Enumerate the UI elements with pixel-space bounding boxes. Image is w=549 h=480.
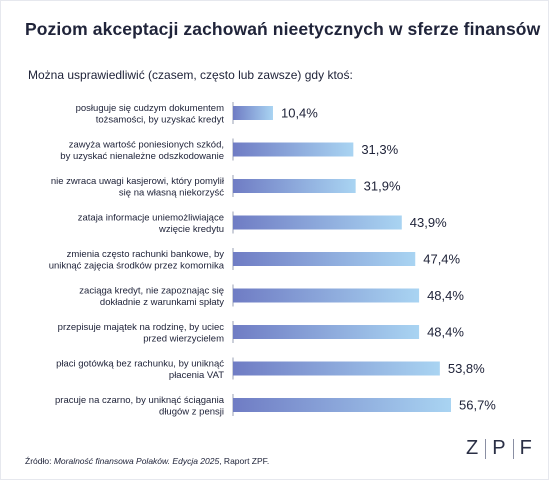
category-label: zawyża wartość poniesionych szkód, by uzy… <box>60 139 224 162</box>
bar <box>233 398 451 412</box>
value-label: 10,4% <box>281 106 318 121</box>
source-note: Źródło: Moralność finansowa Polaków. Edy… <box>25 456 269 466</box>
category-label: przepisuje majątek na rodzinę, by uciec p… <box>58 322 225 345</box>
zpf-logo: Z P F <box>466 437 533 460</box>
bar <box>233 106 273 120</box>
value-label: 48,4% <box>427 288 464 303</box>
category-label: zmienia często rachunki bankowe, by unikn… <box>49 249 225 272</box>
value-label: 48,4% <box>427 325 464 340</box>
logo-letter-z: Z <box>466 437 480 459</box>
bar <box>233 215 402 230</box>
logo-letter-p: P <box>492 437 507 459</box>
category-label: nie zwraca uwagi kasjerowi, który pomyli… <box>51 176 225 199</box>
bar <box>233 361 440 376</box>
value-label: 53,8% <box>448 361 485 376</box>
category-label: posługuje się cudzym dokumentem tożsamośc… <box>76 103 225 126</box>
value-label: 31,9% <box>364 179 401 194</box>
category-label: zaciąga kredyt, nie zapoznając się dokład… <box>79 285 224 308</box>
bar <box>233 179 356 193</box>
bar <box>233 142 354 157</box>
bars-layer: 10,4% posługuje się cudzym dokumentem tożs… <box>49 102 496 418</box>
value-label: 56,7% <box>459 398 496 413</box>
source-title: Moralność finansowa Polaków. Edycja 2025 <box>53 456 220 466</box>
source-suffix: , Raport ZPF. <box>219 456 270 466</box>
value-label: 43,9% <box>410 215 447 230</box>
source-prefix: Źródło: <box>25 456 54 466</box>
logo-separator <box>485 438 487 459</box>
chart-subtitle: Można usprawiedliwić (czasem, często lub… <box>28 68 353 82</box>
bar <box>233 252 416 266</box>
chart-title: Poziom akceptacji zachowań nieetycznych … <box>25 19 541 39</box>
category-label: płaci gotówką bez rachunku, by uniknąć pł… <box>56 358 224 381</box>
logo-letter-f: F <box>519 437 533 459</box>
bar <box>233 288 420 303</box>
logo-separator <box>512 438 514 459</box>
category-label: pracuje na czarno, by uniknąć ściągania d… <box>55 395 225 418</box>
value-label: 47,4% <box>423 252 460 267</box>
bar <box>233 325 420 339</box>
category-label: zataja informacje uniemożliwiające wzięci… <box>78 212 224 235</box>
value-label: 31,3% <box>361 142 398 157</box>
